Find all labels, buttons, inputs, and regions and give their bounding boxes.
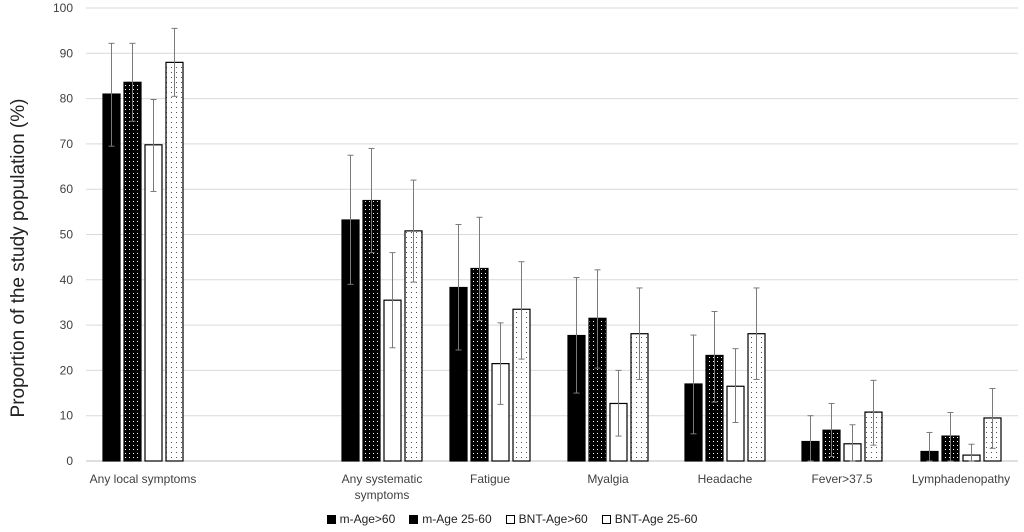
bar [123, 81, 142, 462]
y-tick-label: 40 [60, 273, 74, 287]
legend-item-bnt-age-25-60: BNT-Age 25-60 [601, 512, 698, 526]
x-category-label: Fatigue [470, 472, 510, 486]
y-tick-label: 20 [60, 363, 74, 377]
x-axis-category-labels: Any local symptoms Any systematic symptoms… [90, 472, 1011, 502]
gridlines [86, 7, 1018, 462]
legend-swatch [505, 514, 515, 524]
error-bars [108, 27, 996, 462]
legend-item-bnt-age-gt-60: BNT-Age>60 [505, 512, 588, 526]
legend: m-Age>60 m-Age 25-60 BNT-Age>60 BNT-Age … [0, 512, 1024, 526]
bar [102, 93, 121, 462]
legend-label: m-Age 25-60 [422, 512, 492, 526]
y-tick-label: 30 [60, 318, 74, 332]
legend-item-m-age-gt-60: m-Age>60 [326, 512, 396, 526]
x-category-label: Fever>37.5 [811, 472, 872, 486]
bar [144, 144, 163, 462]
legend-label: BNT-Age>60 [518, 512, 588, 526]
y-axis-tick-labels: 0 10 20 30 40 50 60 70 80 90 100 [53, 1, 73, 468]
x-category-label: Headache [698, 472, 753, 486]
legend-item-m-age-25-60: m-Age 25-60 [409, 512, 492, 526]
x-category-label: Lymphadenopathy [912, 472, 1010, 486]
y-tick-label: 0 [66, 454, 73, 468]
y-tick-label: 100 [53, 1, 73, 15]
y-tick-label: 90 [60, 46, 74, 60]
x-category-label: Any systematic symptoms [342, 472, 423, 502]
legend-label: BNT-Age 25-60 [614, 512, 698, 526]
legend-swatch [601, 514, 611, 524]
y-tick-label: 50 [60, 228, 74, 242]
bar [165, 61, 184, 462]
legend-label: m-Age>60 [339, 512, 396, 526]
y-tick-label: 80 [60, 92, 74, 106]
y-tick-label: 10 [60, 409, 74, 423]
y-tick-label: 70 [60, 137, 74, 151]
legend-swatch [409, 514, 419, 524]
y-tick-label: 60 [60, 182, 74, 196]
x-category-label: Any local symptoms [90, 472, 197, 486]
x-category-label: Myalgia [587, 472, 629, 486]
legend-swatch [326, 514, 336, 524]
bars [102, 61, 1002, 462]
y-axis-label: Proportion of the study population (%) [8, 99, 29, 418]
